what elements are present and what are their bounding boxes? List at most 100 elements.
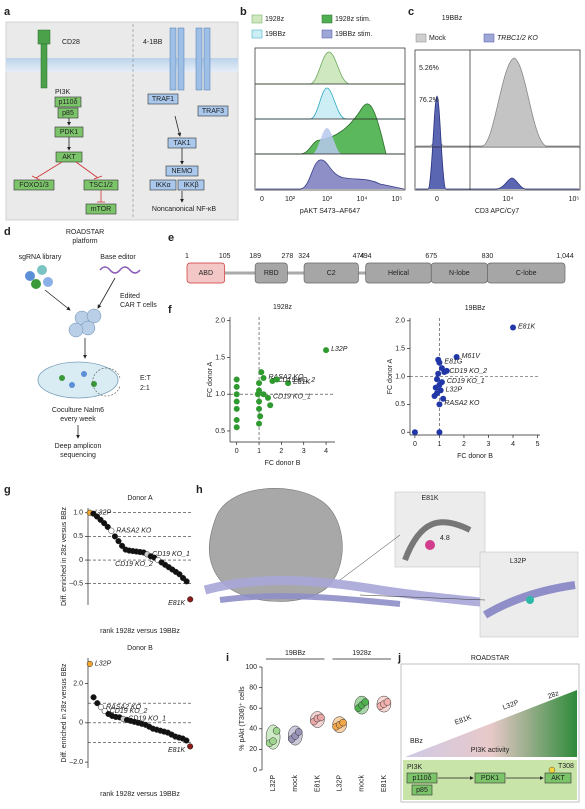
label: every week (60, 416, 96, 423)
point-label: CD19 KO_2 (110, 708, 148, 715)
y-tick-label: 0 (253, 767, 257, 774)
panel-label: f (168, 304, 172, 316)
point (317, 713, 325, 722)
y-tick-label: 60 (249, 705, 257, 712)
point (435, 356, 442, 363)
label: p110δ (413, 775, 432, 782)
y-tick-label: 80 (249, 684, 257, 691)
annotation: 76.2% (419, 97, 439, 104)
point (233, 383, 240, 390)
panel-c: 19BBz Mock TRBC1/2 KO 5.26% 76.2% 0 10⁴ … (414, 15, 581, 215)
point (187, 743, 194, 750)
point (254, 391, 261, 398)
domain-label: ABD (199, 270, 213, 277)
y-tick-label: 2.0 (73, 680, 83, 687)
point-label: L32P (331, 346, 348, 353)
label: p110δ (59, 99, 78, 106)
label: E:T (140, 375, 152, 382)
point-label: CD19 KO_2 (277, 377, 315, 384)
chart-title: Donor A (127, 495, 153, 502)
panel-label: d (4, 226, 11, 238)
histogram (256, 87, 404, 120)
point-label: CD19 KO_1 (128, 716, 166, 723)
legend-swatch (251, 14, 263, 24)
group-label: 19BBz (285, 650, 306, 657)
point (272, 727, 281, 735)
label: platform (72, 238, 97, 245)
point (233, 405, 240, 412)
label: Edited (120, 293, 140, 300)
point (256, 405, 263, 412)
receptor (37, 29, 51, 45)
label: FOXO1/3 (19, 182, 49, 189)
point-label: E81K (518, 323, 535, 330)
legend-swatch (321, 14, 333, 24)
label: Coculture Nalm6 (52, 407, 104, 414)
node (55, 151, 83, 163)
point (433, 390, 440, 397)
label: TRAF3 (202, 108, 224, 115)
panel-label: g (4, 484, 11, 496)
point (264, 394, 271, 401)
phospho-site (548, 766, 556, 774)
point (233, 376, 240, 383)
domain (254, 262, 288, 284)
point (183, 578, 190, 585)
y-tick-label: 1.0 (215, 391, 225, 398)
point (295, 728, 303, 736)
point (285, 380, 292, 387)
x-tick-label: 1 (257, 448, 261, 455)
histogram (416, 95, 579, 190)
point-label: CD19 KO_1 (152, 551, 190, 558)
legend-label: 1928z stim. (335, 16, 371, 23)
y-tick-label: 0 (79, 720, 83, 727)
x-tick-label: 4 (324, 448, 328, 455)
y-tick-label: 1.0 (395, 373, 405, 380)
panel-e: ABD RBD C2 Helical N-lobe C-lobe 1 105 189 278 324… (185, 253, 574, 284)
position-label: 189 (249, 253, 261, 260)
label: BBz (410, 738, 423, 745)
point (176, 571, 183, 578)
point (256, 420, 263, 427)
position-label: 1,044 (556, 253, 574, 260)
label: 2:1 (140, 385, 150, 392)
point (436, 429, 443, 436)
chart-title: 19BBz (465, 305, 486, 312)
y-tick-label: 2.0 (215, 318, 225, 325)
panel-label: b (240, 6, 247, 18)
node (57, 107, 79, 119)
point (94, 700, 101, 707)
panel-label: a (4, 6, 11, 18)
point (267, 402, 274, 409)
point (104, 523, 111, 530)
label: mTOR (91, 206, 111, 213)
label: AKT (551, 775, 565, 782)
x-axis-label: FC donor B (265, 460, 301, 467)
legend-label: TRBC1/2 KO (497, 35, 538, 42)
x-tick-label: 3 (487, 441, 491, 448)
point (411, 429, 418, 436)
activity-gradient (405, 690, 577, 757)
point (453, 354, 460, 360)
label: p85 (62, 110, 74, 117)
domain-label: C2 (327, 270, 336, 277)
point-label: E81G (444, 358, 462, 365)
domain-label: Helical (388, 270, 409, 277)
panel-title: 19BBz (442, 15, 463, 22)
label: IKKβ (183, 182, 198, 189)
label: sequencing (60, 452, 96, 459)
y-tick-label: 0.5 (73, 533, 83, 540)
residue (425, 540, 435, 550)
point (269, 737, 277, 745)
x-tick-label: L32P (336, 775, 343, 792)
receptor (40, 43, 48, 89)
node (474, 772, 506, 784)
point (256, 380, 263, 387)
point-label: RASA2 KO (116, 528, 152, 535)
domain (303, 262, 359, 284)
label: PDK1 (60, 129, 78, 136)
legend-swatch (321, 29, 333, 39)
x-axis-label: pAKT S473–AF647 (300, 208, 360, 215)
inhibition (97, 190, 105, 203)
